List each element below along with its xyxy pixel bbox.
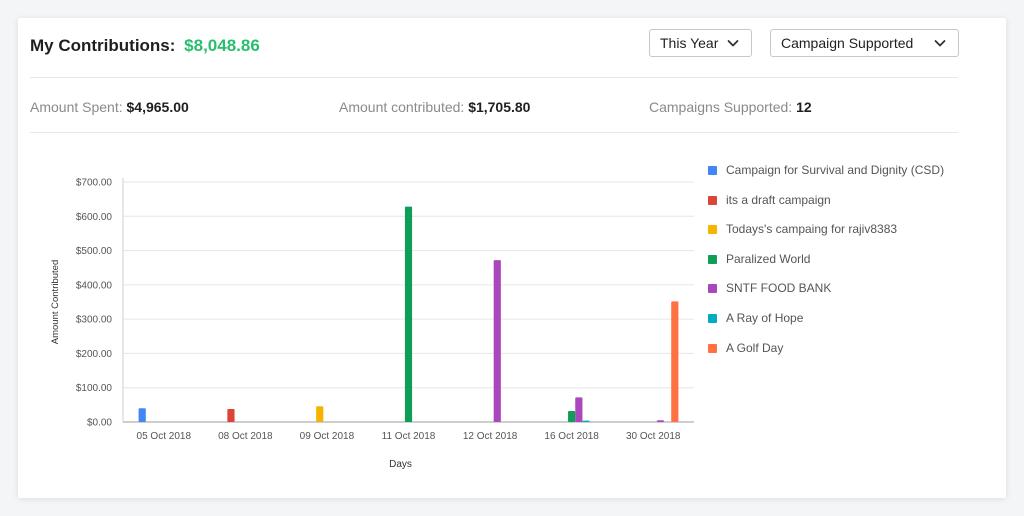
title-label: My Contributions: bbox=[30, 36, 176, 55]
legend-label: Campaign for Survival and Dignity (CSD) bbox=[726, 163, 945, 177]
x-tick-label: 09 Oct 2018 bbox=[300, 431, 355, 442]
y-tick-label: $100.00 bbox=[76, 383, 113, 394]
amount-contributed-stat: Amount contributed: $1,705.80 bbox=[339, 99, 530, 115]
legend-swatch bbox=[708, 195, 717, 205]
amount-spent-stat: Amount Spent: $4,965.00 bbox=[30, 99, 189, 115]
legend-label: Paralized World bbox=[726, 251, 811, 266]
y-tick-label: $300.00 bbox=[76, 315, 113, 326]
bar bbox=[404, 206, 413, 422]
bar bbox=[316, 406, 324, 422]
bar bbox=[568, 411, 576, 422]
legend-label: its a draft campaign bbox=[726, 192, 831, 207]
campaigns-supported-value: 12 bbox=[796, 99, 812, 115]
legend-item[interactable]: SNTF FOOD BANK bbox=[708, 281, 944, 311]
total-contributions-amount: $8,048.86 bbox=[184, 36, 260, 55]
legend-label: SNTF FOOD BANK bbox=[726, 281, 832, 296]
bar bbox=[493, 260, 501, 422]
bar bbox=[227, 408, 235, 422]
legend-swatch bbox=[708, 225, 717, 235]
x-tick-label: 08 Oct 2018 bbox=[218, 431, 273, 442]
legend-item[interactable]: A Golf Day bbox=[708, 341, 944, 371]
contributions-card bbox=[18, 18, 1006, 498]
y-tick-label: $0.00 bbox=[87, 418, 112, 429]
y-axis-title: Amount Contributed bbox=[50, 260, 61, 345]
group-by-dropdown-label: Campaign Supported bbox=[781, 35, 914, 51]
x-axis-title: Days bbox=[389, 459, 412, 470]
legend-label: A Ray of Hope bbox=[726, 310, 804, 325]
legend-item[interactable]: its a draft campaign bbox=[708, 193, 944, 223]
x-tick-label: 05 Oct 2018 bbox=[137, 431, 192, 442]
y-tick-label: $200.00 bbox=[76, 349, 113, 360]
legend-swatch bbox=[708, 284, 717, 294]
stats-divider bbox=[30, 132, 958, 133]
bar bbox=[575, 397, 583, 422]
period-dropdown[interactable]: This Year bbox=[649, 29, 752, 57]
amount-spent-label: Amount Spent: bbox=[30, 99, 123, 115]
legend-item[interactable]: Paralized World bbox=[708, 252, 944, 282]
amount-spent-value: $4,965.00 bbox=[126, 99, 189, 115]
header-divider bbox=[30, 77, 958, 78]
x-tick-label: 11 Oct 2018 bbox=[382, 431, 436, 442]
x-tick-label: 12 Oct 2018 bbox=[463, 431, 518, 442]
legend-label: Todays's campaing for rajiv8383 bbox=[726, 222, 898, 237]
chevron-down-icon bbox=[934, 40, 946, 47]
y-tick-label: $700.00 bbox=[76, 178, 113, 189]
bar bbox=[138, 408, 146, 422]
legend-label: A Golf Day bbox=[726, 340, 784, 355]
chevron-down-icon bbox=[727, 40, 739, 47]
chart-legend: Campaign for Survival and Dignity (CSD) i… bbox=[708, 163, 944, 370]
bar bbox=[671, 301, 679, 422]
y-tick-label: $500.00 bbox=[76, 246, 113, 257]
y-tick-label: $600.00 bbox=[76, 212, 113, 223]
period-dropdown-label: This Year bbox=[660, 35, 719, 51]
y-tick-label: $400.00 bbox=[76, 280, 113, 291]
group-by-dropdown[interactable]: Campaign Supported bbox=[770, 29, 959, 57]
bar bbox=[582, 420, 590, 422]
campaigns-supported-label: Campaigns Supported: bbox=[649, 99, 793, 115]
amount-contributed-value: $1,705.80 bbox=[468, 99, 531, 115]
x-tick-label: 16 Oct 2018 bbox=[544, 431, 599, 442]
amount-contributed-label: Amount contributed: bbox=[339, 99, 465, 115]
x-tick-label: 30 Oct 2018 bbox=[626, 431, 681, 442]
campaigns-supported-stat: Campaigns Supported: 12 bbox=[649, 99, 812, 115]
legend-item[interactable]: Todays's campaing for rajiv8383 bbox=[708, 222, 944, 252]
legend-swatch bbox=[708, 254, 717, 264]
legend-item[interactable]: Campaign for Survival and Dignity (CSD) bbox=[708, 163, 944, 193]
legend-swatch bbox=[708, 166, 717, 175]
page-title: My Contributions: $8,048.86 bbox=[30, 36, 260, 56]
legend-swatch bbox=[708, 313, 717, 323]
legend-swatch bbox=[708, 343, 717, 353]
legend-item[interactable]: A Ray of Hope bbox=[708, 311, 944, 341]
bar bbox=[656, 420, 665, 422]
